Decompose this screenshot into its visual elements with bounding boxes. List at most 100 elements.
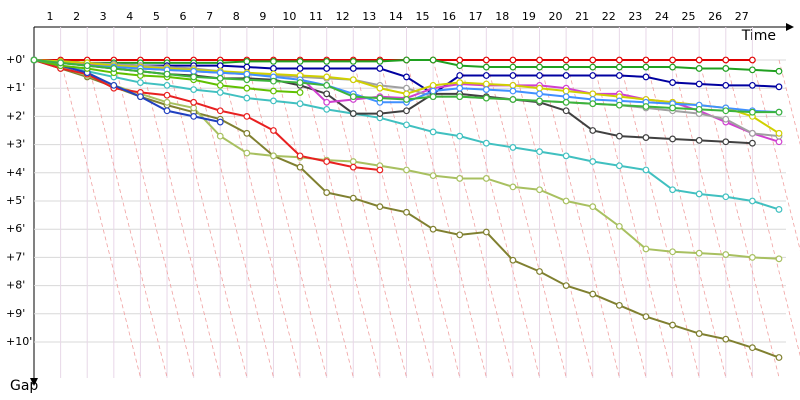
x-tick-label: 21	[575, 10, 589, 23]
y-tick-label: +9'	[6, 307, 25, 320]
data-point	[376, 58, 384, 65]
data-point	[615, 72, 623, 79]
data-point	[615, 222, 623, 230]
data-point	[775, 354, 783, 361]
x-tick-label: 1	[46, 10, 53, 23]
data-point	[722, 81, 730, 89]
data-point	[137, 93, 144, 101]
data-point	[669, 321, 676, 329]
x-axis-label: Time	[741, 28, 776, 44]
data-point	[509, 96, 517, 103]
data-point	[509, 81, 517, 89]
data-point	[669, 135, 676, 143]
data-point	[722, 65, 730, 72]
data-point	[615, 63, 623, 71]
data-point	[190, 86, 198, 94]
data-point	[216, 74, 224, 82]
data-point	[642, 134, 650, 141]
data-point	[456, 62, 464, 70]
data-point	[403, 166, 410, 174]
data-point	[669, 56, 676, 64]
series-line	[33, 59, 380, 171]
data-point	[30, 56, 38, 64]
lap-guide	[299, 59, 381, 379]
data-point	[642, 313, 650, 321]
data-point	[270, 87, 277, 95]
data-point	[270, 127, 277, 134]
data-point	[509, 256, 517, 264]
data-point	[748, 81, 756, 89]
data-point	[110, 65, 118, 72]
data-point	[429, 172, 437, 180]
data-point	[722, 193, 730, 201]
data-point	[589, 127, 597, 134]
data-point	[562, 87, 570, 95]
y-tick-label: +3'	[6, 138, 25, 151]
data-point	[243, 76, 251, 84]
data-point	[376, 203, 384, 211]
data-point	[669, 248, 676, 256]
data-point	[748, 197, 756, 205]
data-point	[562, 197, 570, 205]
data-point	[509, 63, 517, 71]
data-point	[775, 108, 783, 116]
data-point	[349, 76, 357, 84]
data-point	[323, 65, 331, 72]
y-tick-label: +2'	[6, 109, 25, 122]
data-point	[403, 208, 410, 216]
data-point	[562, 282, 570, 290]
y-tick-label: +1'	[6, 81, 25, 94]
data-point	[695, 80, 703, 88]
data-point	[509, 183, 517, 191]
y-tick-label: +10'	[6, 335, 32, 348]
lap-guide	[645, 59, 727, 379]
data-point	[642, 73, 650, 81]
data-point	[589, 72, 597, 79]
lap-guide	[592, 59, 674, 379]
x-tick-label: 2	[73, 10, 80, 23]
x-tick-label: 24	[655, 10, 669, 23]
data-point	[536, 56, 543, 64]
x-tick-label: 6	[180, 10, 187, 23]
x-tick-label: 20	[549, 10, 563, 23]
data-point	[243, 149, 251, 157]
data-point	[482, 175, 490, 182]
lap-guide	[219, 59, 301, 379]
data-point	[456, 93, 464, 101]
y-axis-label: Gap	[10, 378, 38, 394]
data-point	[642, 103, 650, 110]
data-point	[403, 84, 410, 92]
lap-guide	[86, 59, 168, 379]
data-point	[695, 56, 703, 64]
data-point	[243, 84, 251, 92]
lap-guide	[618, 59, 700, 379]
data-point	[349, 163, 357, 171]
lap-guide	[539, 59, 620, 379]
data-point	[482, 86, 490, 94]
data-point	[456, 175, 464, 182]
data-point	[536, 84, 543, 92]
data-point	[669, 104, 676, 112]
data-point	[536, 97, 543, 105]
data-point	[403, 107, 410, 115]
plot-layer	[30, 56, 783, 361]
data-point	[562, 72, 570, 79]
data-point	[748, 129, 756, 137]
data-point	[775, 206, 783, 213]
lap-guide	[406, 59, 487, 379]
x-tick-label: 5	[153, 10, 160, 23]
data-point	[137, 79, 144, 86]
data-point	[216, 118, 224, 126]
data-point	[536, 72, 543, 79]
data-point	[296, 152, 304, 160]
data-point	[482, 63, 490, 71]
data-point	[243, 129, 251, 137]
data-point	[509, 87, 517, 95]
x-tick-label: 18	[495, 10, 509, 23]
data-point	[695, 190, 703, 198]
lap-guide	[140, 59, 221, 379]
data-point	[642, 56, 650, 64]
data-point	[775, 67, 783, 75]
